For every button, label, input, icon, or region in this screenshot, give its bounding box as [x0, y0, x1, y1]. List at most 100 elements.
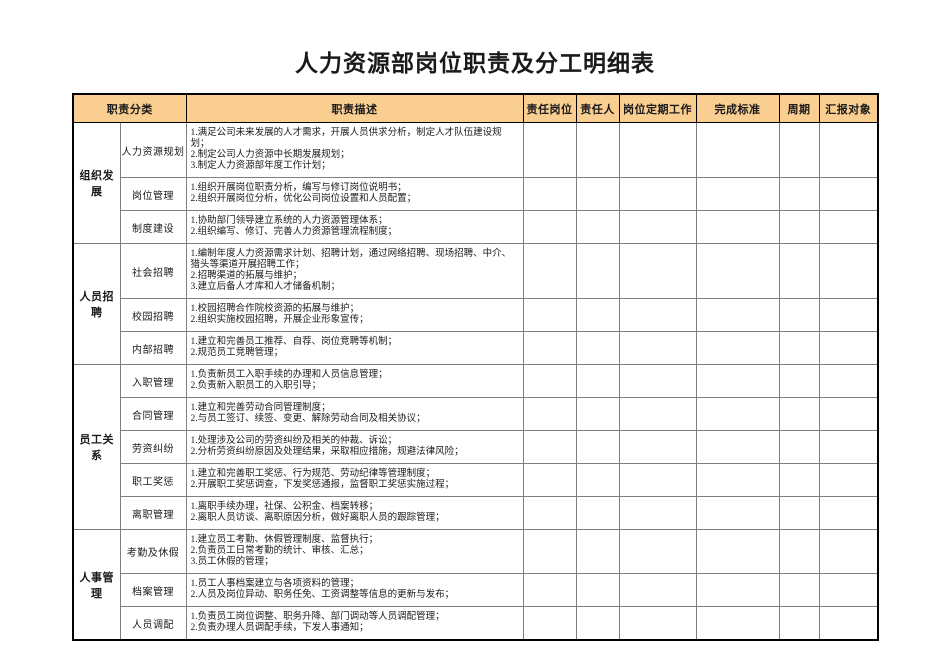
- cell-report-target: [818, 430, 879, 464]
- header-row: 职责分类 职责描述 责任岗位 责任人 岗位定期工作 完成标准 周期 汇报对象: [72, 93, 879, 123]
- cell-report-target: [818, 331, 879, 365]
- duty-category-cell: 组织发展: [72, 122, 121, 244]
- cell-cycle: [778, 364, 820, 398]
- duty-subcategory-cell: 考勤及休假: [119, 529, 187, 574]
- cell-responsible-post: [522, 606, 577, 641]
- cell-cycle: [778, 298, 820, 332]
- col-header-responsible-person: 责任人: [575, 93, 620, 123]
- cell-responsible-person: [575, 573, 620, 607]
- cell-periodic-work: [618, 210, 697, 244]
- table-row: 职工奖惩 1.建立和完善职工奖惩、行为规范、劳动纪律等管理制度； 2.开展职工奖惩调…: [73, 463, 879, 497]
- cell-cycle: [778, 606, 820, 641]
- cell-cycle: [778, 331, 820, 365]
- cell-responsible-person: [575, 210, 620, 244]
- cell-periodic-work: [618, 529, 697, 574]
- cell-responsible-post: [522, 529, 577, 574]
- cell-periodic-work: [618, 331, 697, 365]
- table-row: 档案管理 1.员工人事档案建立与各项资料的管理； 2.人员及岗位异动、职务任免、工资…: [73, 573, 879, 607]
- duty-subcategory-cell: 社会招聘: [119, 243, 187, 299]
- description-line: 1.校园招聘合作院校资源的拓展与维护；: [190, 304, 360, 314]
- description-line: 2.负责员工日常考勤的统计、审核、汇总；: [190, 546, 369, 556]
- cell-cycle: [778, 529, 820, 574]
- cell-responsible-person: [575, 243, 620, 299]
- table-row: 员工关系 入职管理 1.负责新员工入职手续的办理和人员信息管理； 2.负责新入职员工的…: [72, 364, 879, 530]
- col-header-completion-standard: 完成标准: [695, 93, 780, 123]
- cell-completion-standard: [695, 463, 780, 497]
- description-line: 1.负责员工岗位调整、职务升降、部门调动等人员调配管理；: [190, 612, 445, 622]
- duty-subcategory-cell: 劳资纠纷: [119, 430, 187, 464]
- cell-completion-standard: [695, 243, 780, 299]
- duty-description-cell: 1.编制年度人力资源需求计划、招聘计划，通过网络招聘、现场招聘、中介、猎头等渠道…: [185, 243, 524, 299]
- description-line: 3.制定人力资源部年度工作计划；: [190, 161, 331, 171]
- cell-report-target: [818, 529, 879, 574]
- description-line: 1.负责新员工入职手续的办理和人员信息管理；: [190, 370, 388, 380]
- col-header-duty-description: 职责描述: [185, 93, 524, 123]
- cell-responsible-person: [575, 463, 620, 497]
- duty-description-cell: 1.负责新员工入职手续的办理和人员信息管理； 2.负责新入职员工的入职引导；: [185, 364, 524, 398]
- table-row: 制度建设 1.协助部门领导建立系统的人力资源管理体系； 2.组织编写、修订、完善人力…: [73, 210, 879, 244]
- description-line: 1.建立和完善员工推荐、自荐、岗位竞聘等机制；: [190, 337, 398, 347]
- cell-responsible-person: [575, 122, 620, 178]
- cell-periodic-work: [618, 364, 697, 398]
- cell-completion-standard: [695, 331, 780, 365]
- description-line: 2.离职人员访谈、离职原因分析，做好离职人员的跟踪管理；: [190, 513, 445, 523]
- table-row: 人员调配 1.负责员工岗位调整、职务升降、部门调动等人员调配管理； 2.负责办理人员…: [73, 606, 879, 641]
- cell-periodic-work: [618, 606, 697, 641]
- cell-completion-standard: [695, 364, 780, 398]
- description-line: 2.开展职工奖惩调查，下发奖惩通报，监督职工奖惩实施过程；: [190, 480, 455, 490]
- table-row: 劳资纠纷 1.处理涉及公司的劳资纠纷及相关的仲裁、诉讼； 2.分析劳资纠纷原因及处理…: [73, 430, 879, 464]
- col-header-duty-category: 职责分类: [72, 93, 187, 123]
- col-header-periodic-work: 岗位定期工作: [618, 93, 697, 123]
- description-line: 2.招聘渠道的拓展与维护；: [190, 271, 303, 281]
- cell-completion-standard: [695, 177, 780, 211]
- cell-responsible-post: [522, 496, 577, 530]
- cell-responsible-post: [522, 298, 577, 332]
- duty-description-cell: 1.满足公司未来发展的人才需求，开展人员供求分析，制定人才队伍建设规划； 2.制定…: [185, 122, 524, 178]
- cell-report-target: [818, 496, 879, 530]
- duty-description-cell: 1.协助部门领导建立系统的人力资源管理体系； 2.组织编写、修订、完善人力资源管理…: [185, 210, 524, 244]
- duty-description-cell: 1.建立员工考勤、休假管理制度、监督执行； 2.负责员工日常考勤的统计、审核、汇总…: [185, 529, 524, 574]
- duty-description-cell: 1.建立和完善职工奖惩、行为规范、劳动纪律等管理制度； 2.开展职工奖惩调查，下发…: [185, 463, 524, 497]
- cell-responsible-post: [522, 573, 577, 607]
- description-line: 1.处理涉及公司的劳资纠纷及相关的仲裁、诉讼；: [190, 436, 398, 446]
- cell-responsible-person: [575, 331, 620, 365]
- cell-completion-standard: [695, 606, 780, 641]
- duty-description-cell: 1.校园招聘合作院校资源的拓展与维护； 2.组织实施校园招聘，开展企业形象宣传；: [185, 298, 524, 332]
- description-line: 1.满足公司未来发展的人才需求，开展人员供求分析，制定人才队伍建设规划；: [190, 128, 502, 149]
- description-line: 1.离职手续办理，社保、公积金、档案转移；: [190, 502, 379, 512]
- description-line: 1.员工人事档案建立与各项资料的管理；: [190, 579, 360, 589]
- cell-report-target: [818, 122, 879, 178]
- cell-periodic-work: [618, 122, 697, 178]
- cell-completion-standard: [695, 496, 780, 530]
- duty-description-cell: 1.员工人事档案建立与各项资料的管理； 2.人员及岗位异动、职务任免、工资调整等信…: [185, 573, 524, 607]
- cell-completion-standard: [695, 122, 780, 178]
- description-line: 1.建立和完善劳动合同管理制度；: [190, 403, 331, 413]
- cell-responsible-person: [575, 364, 620, 398]
- description-line: 1.协助部门领导建立系统的人力资源管理体系；: [190, 216, 388, 226]
- description-line: 2.与员工签订、续签、变更、解除劳动合同及相关协议；: [190, 414, 426, 424]
- cell-responsible-post: [522, 364, 577, 398]
- cell-responsible-post: [522, 122, 577, 178]
- table-row: 人事管理 考勤及休假 1.建立员工考勤、休假管理制度、监督执行； 2.负责员工日常考勤…: [72, 529, 879, 641]
- cell-periodic-work: [618, 397, 697, 431]
- cell-responsible-post: [522, 331, 577, 365]
- table-row: 岗位管理 1.组织开展岗位职责分析，编写与修订岗位说明书； 2.组织开展岗位分析，优…: [73, 177, 879, 211]
- cell-cycle: [778, 177, 820, 211]
- cell-responsible-post: [522, 397, 577, 431]
- cell-report-target: [818, 397, 879, 431]
- table-row: 合同管理 1.建立和完善劳动合同管理制度； 2.与员工签订、续签、变更、解除劳动合同…: [73, 397, 879, 431]
- duty-subcategory-cell: 职工奖惩: [119, 463, 187, 497]
- cell-report-target: [818, 606, 879, 641]
- cell-completion-standard: [695, 430, 780, 464]
- duty-subcategory-cell: 入职管理: [119, 364, 187, 398]
- table-row: 内部招聘 1.建立和完善员工推荐、自荐、岗位竞聘等机制； 2.规范员工竞聘管理；: [73, 331, 879, 365]
- description-line: 1.编制年度人力资源需求计划、招聘计划，通过网络招聘、现场招聘、中介、猎头等渠道…: [190, 249, 512, 270]
- duty-description-cell: 1.组织开展岗位职责分析，编写与修订岗位说明书； 2.组织开展岗位分析，优化公司岗…: [185, 177, 524, 211]
- table-row: 组织发展 人力资源规划 1.满足公司未来发展的人才需求，开展人员供求分析，制定人才队…: [72, 122, 879, 244]
- cell-responsible-post: [522, 243, 577, 299]
- description-line: 2.分析劳资纠纷原因及处理结果，采取相应措施，规避法律风险；: [190, 447, 464, 457]
- description-line: 2.组织编写、修订、完善人力资源管理流程制度；: [190, 227, 398, 237]
- cell-periodic-work: [618, 463, 697, 497]
- cell-report-target: [818, 463, 879, 497]
